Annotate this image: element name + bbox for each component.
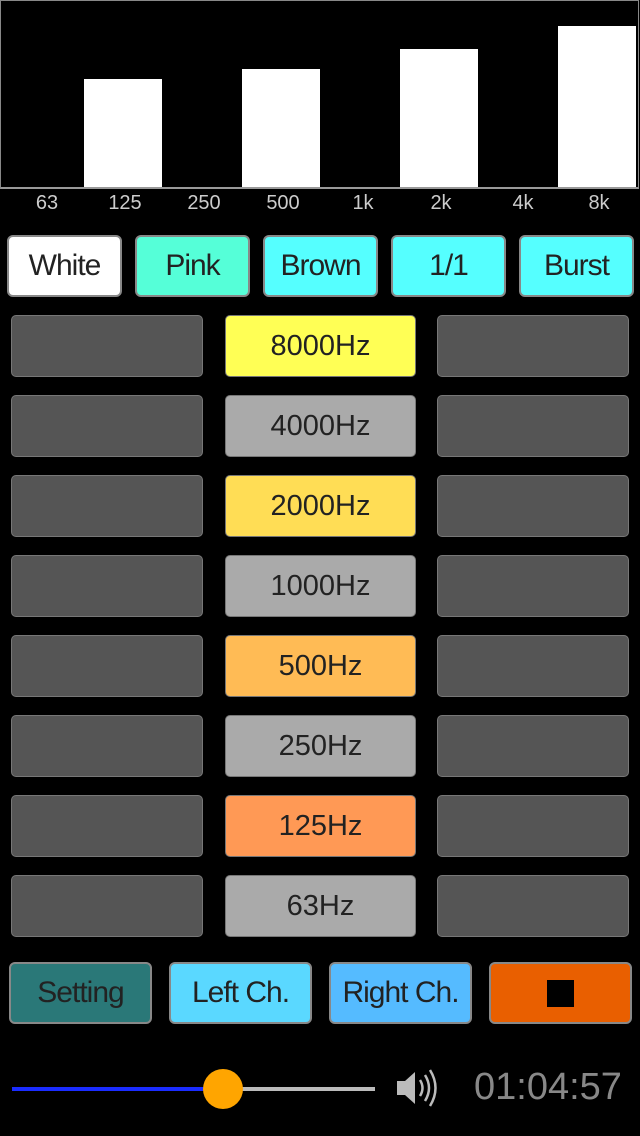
- right-channel-cell[interactable]: [437, 315, 629, 377]
- band-button-8000hz[interactable]: 8000Hz: [225, 315, 416, 377]
- noise-button-burst[interactable]: Burst: [519, 235, 634, 297]
- band-button-250hz[interactable]: 250Hz: [225, 715, 416, 777]
- tick-label: 125: [108, 192, 142, 214]
- tick-label: 4k: [512, 192, 534, 214]
- band-button-4000hz[interactable]: 4000Hz: [225, 395, 416, 457]
- bar-125: [84, 78, 162, 187]
- left-channel-cell[interactable]: [11, 555, 203, 617]
- stop-icon: [547, 979, 574, 1007]
- band-button-63hz[interactable]: 63Hz: [225, 875, 416, 937]
- bar-8k: [558, 26, 636, 187]
- volume-slider-thumb[interactable]: [202, 1069, 243, 1109]
- right-channel-cell[interactable]: [437, 875, 629, 937]
- tick-label: 63: [35, 192, 59, 214]
- left-channel-cell[interactable]: [11, 795, 203, 857]
- tick-label: 500: [266, 192, 300, 214]
- noise-button-white[interactable]: White: [7, 235, 122, 297]
- band-button-500hz[interactable]: 500Hz: [225, 635, 416, 697]
- timer: 01:04:57: [474, 1066, 622, 1108]
- tick-label: 250: [187, 192, 221, 214]
- setting-button[interactable]: Setting: [9, 962, 152, 1024]
- noise-button-pink[interactable]: Pink: [135, 235, 250, 297]
- band-button-2000hz[interactable]: 2000Hz: [225, 475, 416, 537]
- left-channel-cell[interactable]: [11, 395, 203, 457]
- right-channel-cell[interactable]: [437, 395, 629, 457]
- band-button-125hz[interactable]: 125Hz: [225, 795, 416, 857]
- right-ch-button[interactable]: Right Ch.: [329, 962, 472, 1024]
- bar-500: [242, 69, 320, 187]
- tick-label: 1k: [352, 192, 374, 214]
- right-channel-cell[interactable]: [437, 795, 629, 857]
- left-channel-cell[interactable]: [11, 315, 203, 377]
- band-button-1000hz[interactable]: 1000Hz: [225, 555, 416, 617]
- stop-button[interactable]: [489, 962, 632, 1024]
- right-channel-cell[interactable]: [437, 635, 629, 697]
- right-channel-cell[interactable]: [437, 715, 629, 777]
- spectrum-chart: [0, 0, 639, 189]
- bar-2k: [400, 48, 478, 187]
- left-ch-button[interactable]: Left Ch.: [169, 962, 312, 1024]
- volume-slider-fill[interactable]: [12, 1087, 223, 1091]
- tick-label: 8k: [588, 192, 610, 214]
- speaker-icon: [397, 1069, 437, 1107]
- left-channel-cell[interactable]: [11, 715, 203, 777]
- noise-button-brown[interactable]: Brown: [263, 235, 378, 297]
- right-channel-cell[interactable]: [437, 475, 629, 537]
- volume-slider-track[interactable]: [222, 1087, 375, 1091]
- right-channel-cell[interactable]: [437, 555, 629, 617]
- left-channel-cell[interactable]: [11, 875, 203, 937]
- noise-button-1-1[interactable]: 1/1: [391, 235, 506, 297]
- tick-label: 2k: [430, 192, 452, 214]
- left-channel-cell[interactable]: [11, 635, 203, 697]
- left-channel-cell[interactable]: [11, 475, 203, 537]
